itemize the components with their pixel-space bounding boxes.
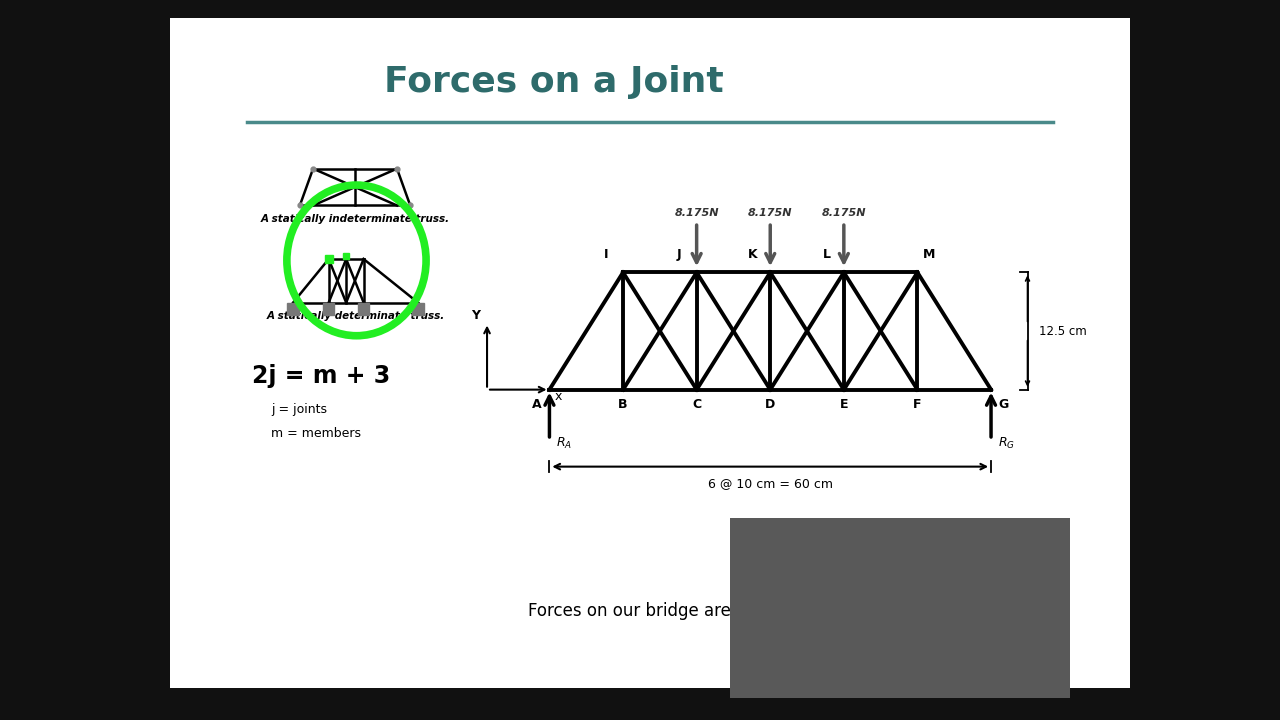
Text: m = members: m = members bbox=[271, 427, 361, 440]
Bar bbox=[288, 302, 300, 315]
Text: A statically indeterminate truss.: A statically indeterminate truss. bbox=[261, 215, 451, 224]
Text: J: J bbox=[677, 248, 682, 261]
Text: j = joints: j = joints bbox=[271, 403, 328, 416]
Text: D: D bbox=[765, 398, 776, 411]
Text: K: K bbox=[748, 248, 758, 261]
Text: C: C bbox=[692, 398, 701, 411]
Text: B: B bbox=[618, 398, 627, 411]
Text: M: M bbox=[923, 248, 936, 261]
Text: 12.5 cm: 12.5 cm bbox=[1039, 325, 1087, 338]
Text: 2j = m + 3: 2j = m + 3 bbox=[252, 364, 390, 388]
Text: L: L bbox=[823, 248, 831, 261]
Text: F: F bbox=[913, 398, 922, 411]
Text: 8.175N: 8.175N bbox=[748, 207, 792, 217]
Text: $R_A$: $R_A$ bbox=[557, 436, 572, 451]
Text: Y: Y bbox=[471, 310, 480, 323]
Bar bbox=[358, 302, 370, 315]
Text: x: x bbox=[554, 390, 562, 402]
Text: 8.175N: 8.175N bbox=[675, 207, 719, 217]
Bar bbox=[412, 302, 424, 315]
Text: E: E bbox=[840, 398, 849, 411]
Text: I: I bbox=[603, 248, 608, 261]
Text: 8.175N: 8.175N bbox=[822, 207, 867, 217]
Text: A statically determinate truss.: A statically determinate truss. bbox=[266, 311, 444, 321]
FancyBboxPatch shape bbox=[161, 12, 1140, 694]
Bar bbox=[323, 302, 334, 315]
Text: Forces on a Joint: Forces on a Joint bbox=[384, 65, 724, 99]
Text: $R_G$: $R_G$ bbox=[998, 436, 1015, 451]
Text: Forces on our bridge are balanced: Forces on our bridge are balanced bbox=[527, 602, 812, 620]
Text: 6 @ 10 cm = 60 cm: 6 @ 10 cm = 60 cm bbox=[708, 477, 833, 490]
Text: A: A bbox=[532, 398, 541, 411]
Text: G: G bbox=[998, 398, 1009, 411]
